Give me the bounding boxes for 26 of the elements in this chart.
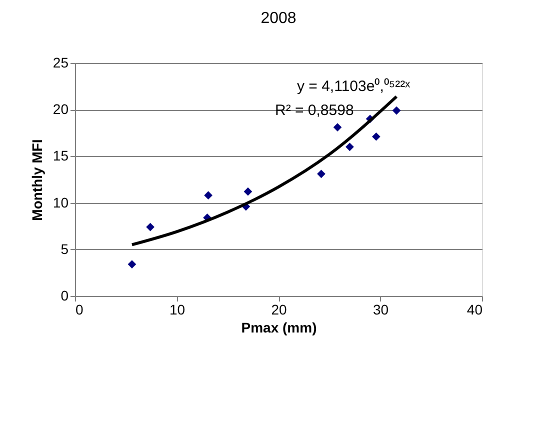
point <box>204 191 212 200</box>
point <box>333 123 342 132</box>
point <box>372 132 380 141</box>
x-tick-label: 20 <box>271 302 287 318</box>
x-tick-label: 10 <box>169 302 186 318</box>
chart-title: 2008 <box>260 10 296 27</box>
x-tick-label: 30 <box>372 302 389 318</box>
point <box>244 187 252 196</box>
y-tick-label: 0 <box>60 288 69 304</box>
y-tick-label: 25 <box>52 54 69 70</box>
y-tick-label: 15 <box>52 148 69 164</box>
annotation: R² = 0,8598 <box>275 102 354 119</box>
annotation: y = 4,1103e⁰,⁰⁵²²ˣ <box>297 78 410 95</box>
y-tick-label: 20 <box>52 101 69 118</box>
y-axis-title: Monthly MFI <box>28 139 45 221</box>
point <box>317 170 326 178</box>
line-series <box>130 95 398 246</box>
point <box>346 142 354 152</box>
point <box>392 106 401 115</box>
y-tick-label: 5 <box>60 240 69 257</box>
y-tick-label: 10 <box>52 194 69 210</box>
x-axis-title: Pmax (mm) <box>241 320 317 336</box>
x-tick-label: 0 <box>76 302 84 318</box>
x-tick-label: 40 <box>466 302 483 318</box>
point <box>146 222 154 232</box>
point <box>128 260 136 268</box>
